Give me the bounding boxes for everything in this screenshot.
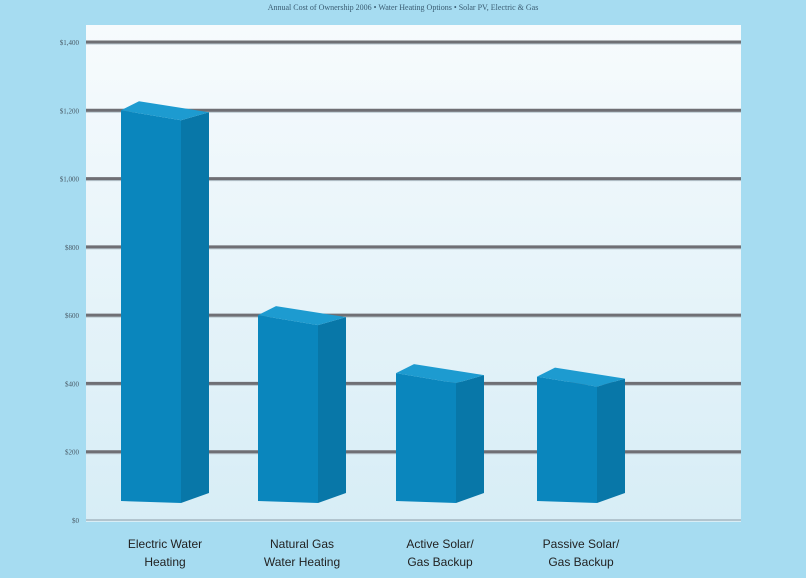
- x-tick-label: Active Solar/: [406, 537, 474, 551]
- bar: [258, 306, 346, 503]
- x-axis-labels: Electric Water Heating Natural Gas Water He…: [128, 537, 620, 569]
- y-tick-label: $400: [65, 380, 80, 388]
- bar-top-face: [396, 364, 484, 384]
- bar-top-face: [537, 367, 625, 387]
- x-tick-label: Natural Gas: [270, 537, 334, 551]
- bar-front-face: [396, 373, 456, 503]
- y-tick-label: $1,200: [60, 107, 80, 115]
- x-tick-label: Gas Backup: [407, 555, 473, 569]
- bar-front-face: [121, 110, 181, 504]
- bar-side-face: [181, 112, 209, 504]
- bar-top-face: [258, 306, 346, 326]
- bar-side-face: [456, 375, 484, 503]
- bar-side-face: [318, 317, 346, 503]
- y-tick-label: $200: [65, 449, 80, 457]
- x-tick-label: Heating: [144, 555, 185, 569]
- chart-title: Annual Cost of Ownership 2006 • Water He…: [267, 3, 539, 12]
- bar-front-face: [537, 376, 597, 503]
- y-tick-label: $1,400: [60, 39, 80, 47]
- x-tick-label: Water Heating: [264, 555, 340, 569]
- bar-top-face: [121, 101, 209, 121]
- y-tick-label: $800: [65, 244, 80, 252]
- x-tick-label: Electric Water: [128, 537, 202, 551]
- y-axis-ticks: $0 $200 $400 $600 $800 $1,000 $1,200 $1,400: [60, 39, 80, 525]
- bars: [121, 101, 625, 504]
- y-tick-label: $600: [65, 312, 80, 320]
- bar-front-face: [258, 315, 318, 503]
- bar-side-face: [597, 378, 625, 503]
- x-tick-label: Passive Solar/: [543, 537, 620, 551]
- y-tick-label: $1,000: [60, 176, 80, 184]
- bar: [537, 367, 625, 503]
- bar: [121, 101, 209, 504]
- x-tick-label: Gas Backup: [548, 555, 614, 569]
- bar: [396, 364, 484, 503]
- y-tick-label: $0: [72, 517, 80, 525]
